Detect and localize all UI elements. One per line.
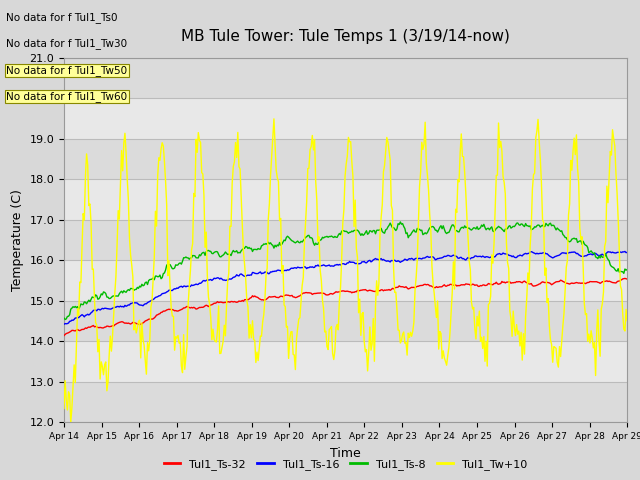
- X-axis label: Time: Time: [330, 447, 361, 460]
- Text: No data for f Tul1_Tw50: No data for f Tul1_Tw50: [6, 65, 127, 76]
- Text: No data for f Tul1_Tw30: No data for f Tul1_Tw30: [6, 38, 127, 49]
- Bar: [64, 220, 627, 260]
- Text: No data for f Tul1_Tw60: No data for f Tul1_Tw60: [6, 91, 127, 102]
- Y-axis label: Temperature (C): Temperature (C): [11, 189, 24, 291]
- Bar: [64, 301, 627, 341]
- Bar: [64, 382, 627, 422]
- Bar: [64, 139, 627, 179]
- Text: MB Tule Tower: Tule Temps 1 (3/19/14-now): MB Tule Tower: Tule Temps 1 (3/19/14-now…: [181, 29, 510, 44]
- Legend: Tul1_Ts-32, Tul1_Ts-16, Tul1_Ts-8, Tul1_Tw+10: Tul1_Ts-32, Tul1_Ts-16, Tul1_Ts-8, Tul1_…: [159, 455, 532, 474]
- Bar: [64, 58, 627, 98]
- Text: No data for f Tul1_Ts0: No data for f Tul1_Ts0: [6, 12, 118, 23]
